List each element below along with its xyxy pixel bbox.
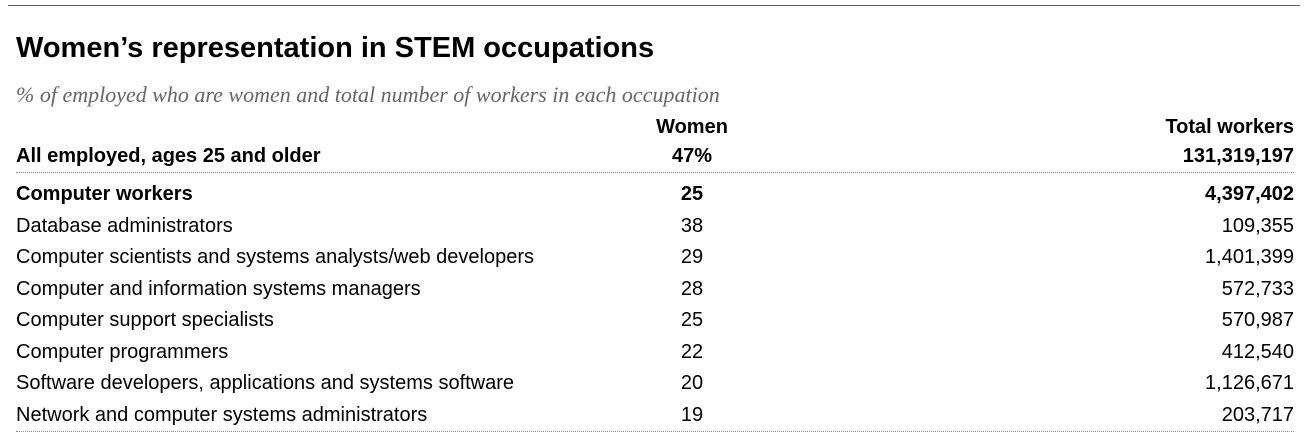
table-row: Computer and information systems manager… bbox=[16, 274, 1294, 306]
table-row-all-employed: All employed, ages 25 and older 47% 131,… bbox=[16, 141, 1294, 173]
row-women-value: 22 bbox=[632, 337, 752, 369]
row-label: Computer support specialists bbox=[16, 305, 274, 337]
row-label: Network and computer systems administrat… bbox=[16, 400, 427, 432]
row-total-value: 412,540 bbox=[1222, 337, 1294, 369]
row-total-value: 203,717 bbox=[1222, 400, 1294, 432]
row-label: Computer workers bbox=[16, 179, 193, 211]
row-label: Software developers, applications and sy… bbox=[16, 368, 514, 400]
row-total-value: 1,126,671 bbox=[1205, 368, 1294, 400]
row-total-value: 572,733 bbox=[1222, 274, 1294, 306]
table-row: Network and computer systems administrat… bbox=[16, 400, 1294, 432]
column-header-women: Women bbox=[582, 115, 802, 139]
row-total-value: 131,319,197 bbox=[1183, 141, 1294, 172]
chart-subtitle: % of employed who are women and total nu… bbox=[16, 82, 720, 108]
table-row: Computer scientists and systems analysts… bbox=[16, 242, 1294, 274]
table-row: Computer support specialists 25 570,987 bbox=[16, 305, 1294, 337]
row-women-value: 20 bbox=[632, 368, 752, 400]
table-row: Database administrators 38 109,355 bbox=[16, 211, 1294, 243]
row-women-value: 29 bbox=[632, 242, 752, 274]
row-label: Computer scientists and systems analysts… bbox=[16, 242, 534, 274]
row-total-value: 570,987 bbox=[1222, 305, 1294, 337]
row-total-value: 4,397,402 bbox=[1205, 179, 1294, 211]
row-women-value: 47% bbox=[632, 141, 752, 172]
row-label: Computer programmers bbox=[16, 337, 228, 369]
row-total-value: 109,355 bbox=[1222, 211, 1294, 243]
row-women-value: 38 bbox=[632, 211, 752, 243]
row-women-value: 28 bbox=[632, 274, 752, 306]
row-label: Database administrators bbox=[16, 211, 233, 243]
row-women-value: 19 bbox=[632, 400, 752, 432]
column-header-total-workers: Total workers bbox=[1165, 115, 1294, 139]
table-header-row: Women Total workers bbox=[16, 113, 1294, 141]
row-total-value: 1,401,399 bbox=[1205, 242, 1294, 274]
table-row: Software developers, applications and sy… bbox=[16, 368, 1294, 400]
top-rule bbox=[8, 5, 1300, 6]
chart-title: Women’s representation in STEM occupatio… bbox=[16, 30, 654, 66]
data-table: Women Total workers All employed, ages 2… bbox=[16, 113, 1294, 432]
row-label: All employed, ages 25 and older bbox=[16, 141, 321, 172]
row-label: Computer and information systems manager… bbox=[16, 274, 421, 306]
row-women-value: 25 bbox=[632, 305, 752, 337]
row-women-value: 25 bbox=[632, 179, 752, 211]
table-row: Computer programmers 22 412,540 bbox=[16, 337, 1294, 369]
table-row-computer-workers: Computer workers 25 4,397,402 bbox=[16, 179, 1294, 211]
